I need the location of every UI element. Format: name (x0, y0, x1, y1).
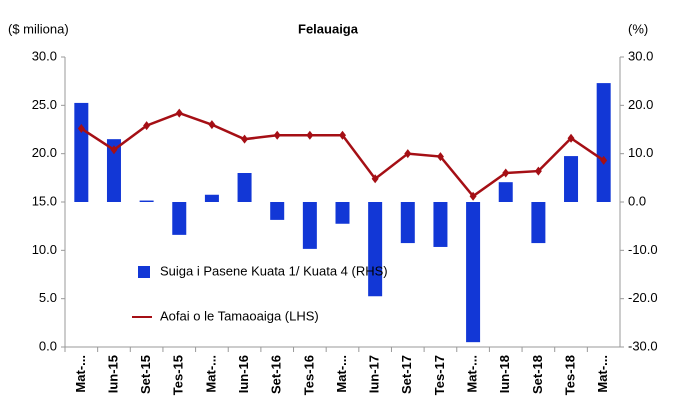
x-tick-label: Set-18 (530, 355, 545, 394)
bar (400, 202, 415, 244)
x-tick-label: Mat-... (595, 355, 610, 393)
line-marker (371, 174, 379, 184)
line-marker (534, 166, 542, 176)
bar (531, 202, 546, 244)
bar (139, 200, 154, 202)
y2-tick-label: 20.0 (628, 97, 653, 112)
y2-tick-label: 10.0 (628, 145, 653, 160)
y2-tick-label: -10.0 (628, 242, 658, 257)
legend-label: Aofai o le Tamaoaiga (LHS) (160, 308, 319, 323)
bar (237, 173, 252, 202)
line-marker (110, 145, 118, 155)
line-marker (567, 133, 575, 143)
bar (596, 83, 611, 202)
bar (106, 139, 121, 202)
x-tick-label: Tes-16 (301, 355, 316, 395)
y-tick-label: 25.0 (32, 97, 57, 112)
line-marker (273, 130, 281, 140)
x-tick-label: Tes-17 (432, 355, 447, 395)
y2-tick-label: -20.0 (628, 290, 658, 305)
x-tick-label: Mat-... (73, 355, 88, 393)
line-marker (404, 149, 412, 159)
bar (172, 202, 187, 235)
y-tick-label: 0.0 (39, 338, 57, 353)
bar (204, 194, 219, 202)
line-marker (77, 124, 85, 134)
line-marker (143, 121, 151, 131)
x-tick-label: Iun-16 (236, 355, 251, 393)
bar (564, 156, 579, 202)
x-tick-label: Iun-18 (497, 355, 512, 393)
line (80, 111, 605, 198)
x-tick-label: Iun-17 (367, 355, 382, 393)
y2-tick-label: -30.0 (628, 338, 658, 353)
y-tick-label: 30.0 (32, 48, 57, 63)
x-tick-label: Mat-... (465, 355, 480, 393)
line-marker (339, 130, 346, 140)
x-tick-label: Iun-15 (105, 355, 120, 393)
y-axis-label: ($ miliona) (8, 21, 69, 36)
line-marker (469, 191, 477, 201)
bar (466, 202, 481, 343)
x-tick-label: Set-17 (399, 355, 414, 394)
y-tick-label: 10.0 (32, 242, 57, 257)
bar (74, 102, 89, 202)
bar (498, 182, 513, 202)
y-tick-label: 20.0 (32, 145, 57, 160)
bar (335, 202, 350, 224)
line-marker (600, 155, 608, 165)
legend-label: Suiga i Pasene Kuata 1/ Kuata 4 (RHS) (160, 263, 388, 278)
x-tick-label: Set-15 (138, 355, 153, 394)
y2-tick-label: 0.0 (628, 193, 646, 208)
y2-axis-label: (%) (628, 21, 648, 36)
bar (270, 202, 285, 220)
legend-swatch (138, 266, 150, 278)
line-marker (306, 130, 314, 140)
x-tick-label: Set-16 (269, 355, 284, 394)
x-tick-label: Mat-... (334, 355, 349, 393)
line-marker (436, 152, 444, 162)
x-tick-label: Tes-15 (171, 355, 186, 395)
line-marker (208, 120, 216, 130)
bar (433, 202, 448, 247)
x-tick-label: Mat-... (203, 355, 218, 393)
y-tick-label: 5.0 (39, 290, 57, 305)
y2-tick-label: 30.0 (628, 48, 653, 63)
line-marker (175, 108, 183, 118)
line-marker (241, 134, 249, 144)
bar (368, 202, 383, 297)
y-tick-label: 15.0 (32, 193, 57, 208)
x-tick-label: Tes-18 (562, 355, 577, 395)
line-marker (502, 168, 510, 178)
chart-title: Felauaiga (298, 21, 359, 36)
bar (302, 202, 317, 249)
